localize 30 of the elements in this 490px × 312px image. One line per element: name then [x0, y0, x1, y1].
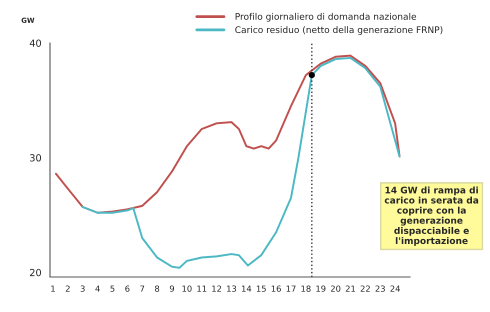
legend-label: Profilo giornaliero di domanda nazionale [236, 12, 416, 22]
x-tick-label: 19 [316, 285, 326, 292]
x-tick-label: 8 [155, 285, 160, 292]
x-tick-label: 16 [272, 285, 281, 292]
x-tick-label: 12 [212, 285, 222, 292]
x-tick-label: 11 [197, 286, 206, 292]
x-tick-label: 14 [242, 286, 252, 292]
x-tick-label: 4 [95, 286, 100, 292]
x-tick-label: 18 [301, 285, 311, 292]
y-tick-label: 20 [30, 268, 42, 276]
y-tick-label: 40 [30, 39, 42, 47]
x-tick-label: 7 [140, 286, 144, 292]
x-tick-label: 20 [330, 285, 340, 292]
annotation: 14 GW di rampa di carico in serata da coprire con la generazione dispacciabile e l'importazione [384, 186, 478, 246]
y-tick-label: 30 [30, 154, 42, 162]
x-tick-label: 22 [360, 285, 370, 292]
x-tick-label: 24 [390, 285, 400, 292]
x-tick-label: 9 [170, 285, 174, 292]
x-tick-label: 13 [227, 285, 236, 292]
x-tick-label: 21 [346, 285, 356, 292]
x-tick-label: 6 [125, 285, 130, 292]
x-tick-label: 2 [66, 285, 70, 292]
x-tick-label: 15 [256, 286, 266, 292]
x-tick-label: 5 [110, 286, 114, 292]
x-tick-label: 23 [376, 285, 385, 292]
x-tick-label: 17 [286, 286, 296, 292]
legend-label: Carico residuo (netto della generazione FRNP) [235, 26, 442, 35]
x-tick-label: 1 [51, 286, 55, 292]
x-tick-label: 3 [80, 285, 85, 292]
x-tick-label: 10 [182, 285, 192, 292]
